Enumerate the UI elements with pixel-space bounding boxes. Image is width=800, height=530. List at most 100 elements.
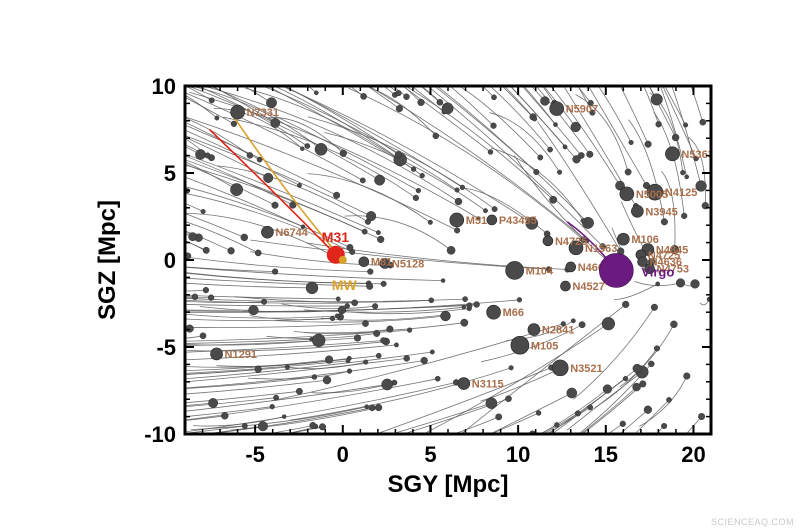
trajectory-line — [185, 344, 397, 361]
galaxy-point — [619, 420, 626, 427]
trajectory-line — [185, 335, 204, 339]
labeled-galaxy-point — [565, 261, 577, 273]
galaxy-point — [361, 228, 368, 235]
galaxy-point — [273, 394, 279, 401]
galaxy-point — [454, 197, 463, 206]
trajectory-line — [275, 315, 446, 323]
galaxy-point — [516, 297, 523, 303]
galaxy-point — [412, 194, 420, 202]
trajectory-line — [185, 368, 259, 376]
galaxy-point — [403, 355, 410, 362]
galaxy-point — [648, 360, 655, 368]
trajectory-line — [193, 416, 285, 427]
trajectory-line — [307, 86, 317, 94]
galaxy-point — [429, 349, 435, 355]
trajectory-line — [452, 416, 499, 434]
labeled-galaxy-point — [486, 304, 501, 320]
trajectory-line — [185, 129, 300, 186]
galaxy-point — [359, 177, 366, 184]
galaxy-point — [547, 146, 553, 153]
galaxy-label: M66 — [503, 307, 524, 319]
trajectory-line — [503, 86, 534, 118]
trajectory-line — [489, 86, 551, 150]
labeled-galaxy-point — [637, 256, 648, 268]
trajectory-line — [185, 358, 407, 383]
galaxy-point — [304, 143, 311, 149]
galaxy-point — [339, 149, 347, 157]
galaxy-point — [351, 299, 359, 307]
galaxy-point — [367, 268, 374, 275]
trajectory-line — [185, 305, 470, 313]
galaxy-point — [345, 358, 351, 364]
galaxy-label: N3521 — [570, 363, 602, 375]
x-tick-label: 0 — [337, 442, 349, 467]
galaxy-point — [254, 249, 262, 257]
galaxy-label: P43495 — [499, 215, 537, 227]
galaxy-point — [240, 233, 249, 242]
labeled-galaxy-point — [486, 214, 498, 226]
galaxy-point — [364, 404, 370, 410]
galaxy-point — [454, 187, 460, 193]
trajectory-line — [577, 86, 593, 113]
trajectory-line — [619, 86, 649, 145]
trajectory-line — [449, 86, 494, 126]
galaxy-label: M51 — [466, 215, 487, 227]
galaxy-point — [570, 121, 581, 133]
galaxy-point — [337, 305, 347, 315]
m31-label: M31 — [322, 229, 349, 245]
trajectory-line — [365, 86, 437, 137]
galaxy-point — [655, 281, 661, 287]
trajectory-line — [185, 294, 339, 300]
galaxy-label: N7331 — [247, 107, 279, 119]
galaxy-label: N4636 — [650, 257, 682, 269]
galaxy-point — [386, 325, 394, 333]
galaxy-point — [560, 321, 566, 327]
galaxy-point — [246, 152, 254, 159]
galaxy-point — [535, 410, 542, 416]
galaxy-point — [346, 368, 353, 374]
trajectory-line — [185, 297, 212, 299]
galaxy-point — [395, 90, 402, 97]
galaxy-point — [319, 423, 327, 431]
background-galaxies — [185, 90, 711, 434]
labeled-galaxy-point — [210, 347, 223, 361]
trajectory-line — [185, 304, 348, 307]
trajectory-line — [687, 136, 706, 206]
trajectory-line — [185, 376, 315, 389]
galaxy-point — [650, 93, 663, 106]
galaxy-point — [693, 155, 699, 162]
trajectory-line — [185, 94, 218, 119]
trajectory-line — [619, 409, 649, 434]
trajectory-line — [344, 308, 470, 315]
trajectory-line — [402, 86, 491, 153]
galaxy-point — [666, 397, 672, 403]
galaxy-point — [557, 169, 563, 175]
trajectory-line — [209, 86, 419, 191]
galaxy-point — [375, 230, 381, 236]
trajectory-line — [185, 256, 371, 272]
trajectory-line — [185, 309, 254, 311]
galaxy-point — [191, 293, 199, 300]
galaxy-label: N4125 — [665, 187, 697, 199]
galaxy-point — [483, 208, 488, 214]
trajectory-line — [185, 135, 372, 217]
trajectory-line — [546, 407, 591, 434]
trajectory-line — [281, 426, 316, 434]
galaxy-point — [377, 235, 385, 244]
galaxy-point — [263, 172, 274, 183]
galaxy-point — [330, 316, 336, 322]
galaxy-point — [537, 154, 544, 161]
trajectory-line — [185, 221, 259, 254]
trajectory-line — [597, 86, 632, 143]
x-tick-label: 10 — [506, 442, 530, 467]
trajectory-line — [303, 306, 464, 313]
trajectory-line — [189, 86, 322, 150]
galaxy-point — [446, 245, 456, 255]
m31-trajectory — [208, 128, 337, 256]
x-tick-label: 5 — [424, 442, 436, 467]
galaxy-point — [681, 212, 688, 220]
galaxy-point — [574, 410, 581, 417]
trajectory-line — [421, 86, 448, 109]
galaxy-point — [490, 122, 497, 129]
